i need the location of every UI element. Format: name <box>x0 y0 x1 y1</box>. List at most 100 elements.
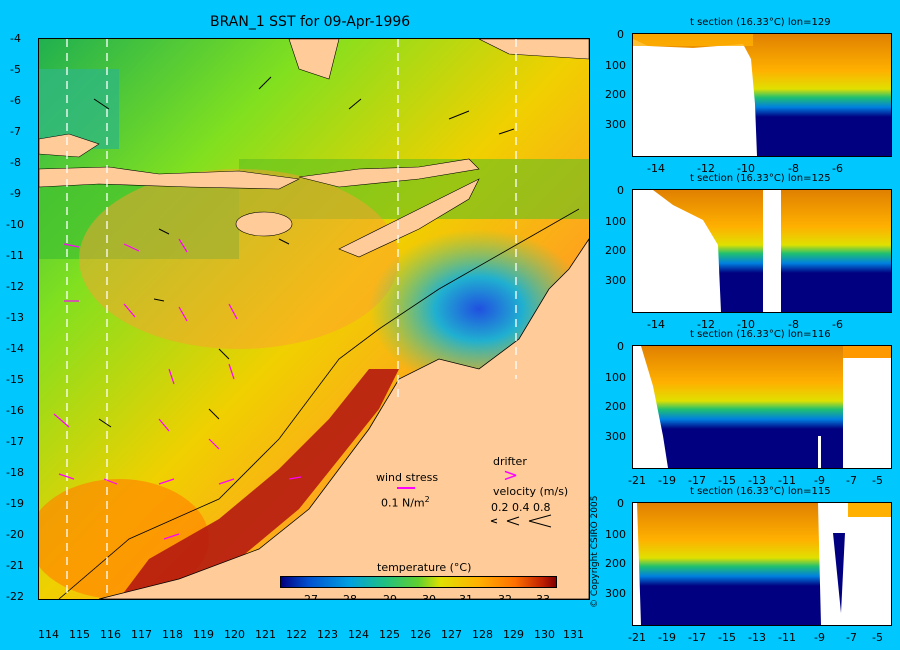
colorbar-tick: 27 <box>304 593 318 600</box>
lon-tick: 115 <box>69 628 90 641</box>
section-title: t section (16.33°C) lon=115 <box>690 486 831 497</box>
section-ytick: 200 <box>605 557 626 570</box>
copyright-text: © Copyright CSIRO 2005 <box>590 495 600 608</box>
sst-map: wind stress 0.1 N/m2 drifter > velocity … <box>38 38 590 600</box>
section-xtick: -8 <box>788 162 799 175</box>
section-ytick: 200 <box>605 88 626 101</box>
section-ytick: 100 <box>605 59 626 72</box>
lat-tick: -4 <box>10 32 21 45</box>
sst-map-canvas <box>39 39 589 599</box>
lat-tick: -20 <box>6 528 24 541</box>
wind-stress-label: wind stress <box>376 471 439 484</box>
lon-tick: 131 <box>563 628 584 641</box>
section-ytick: 0 <box>617 28 624 41</box>
section-xtick: -11 <box>778 631 796 644</box>
lat-tick: -22 <box>6 590 24 603</box>
velocity-values: 0.2 0.4 0.8 <box>491 501 551 514</box>
section-xtick: -17 <box>688 631 706 644</box>
lon-tick: 129 <box>503 628 524 641</box>
wind-stress-scale-arrow <box>397 487 415 489</box>
bathymetry-contour <box>58 208 580 599</box>
island <box>478 39 589 60</box>
lon-tick: 119 <box>193 628 214 641</box>
island <box>298 158 480 188</box>
section-xtick: -12 <box>697 162 715 175</box>
lat-tick: -10 <box>6 218 24 231</box>
sea-patch <box>39 69 119 149</box>
lon-tick: 118 <box>162 628 183 641</box>
section-xtick: -12 <box>697 318 715 331</box>
section-panel-129 <box>632 33 892 157</box>
section-ytick: 200 <box>605 244 626 257</box>
section-title: t section (16.33°C) lon=116 <box>690 329 831 340</box>
colorbar-tick: 31 <box>459 593 473 600</box>
section-xtick: -13 <box>748 474 766 487</box>
section-ytick: 0 <box>617 497 624 510</box>
lat-tick: -8 <box>10 156 21 169</box>
lon-tick: 124 <box>348 628 369 641</box>
section-xtick: -19 <box>658 631 676 644</box>
lat-tick: -9 <box>10 187 21 200</box>
lon-tick: 121 <box>255 628 276 641</box>
section-xtick: -8 <box>788 318 799 331</box>
island <box>39 133 100 158</box>
section-xtick: -14 <box>647 162 665 175</box>
section-ytick: 300 <box>605 587 626 600</box>
section-plot <box>633 346 891 468</box>
section-xtick: -21 <box>628 631 646 644</box>
section-xtick: -17 <box>688 474 706 487</box>
section-xtick: -7 <box>846 474 857 487</box>
drifter-icon: > <box>503 465 519 486</box>
section-plot <box>633 190 891 312</box>
section-panel-125 <box>632 189 892 313</box>
lon-tick: 120 <box>224 628 245 641</box>
section-ytick: 100 <box>605 528 626 541</box>
section-ytick: 300 <box>605 118 626 131</box>
section-ytick: 300 <box>605 274 626 287</box>
lon-tick: 126 <box>410 628 431 641</box>
section-xtick: -5 <box>872 631 883 644</box>
warm-pool <box>79 169 399 349</box>
island <box>39 166 301 190</box>
lat-tick: -7 <box>10 125 21 138</box>
section-xtick: -6 <box>832 318 843 331</box>
island <box>235 211 293 237</box>
lon-tick: 130 <box>534 628 555 641</box>
lat-tick: -13 <box>6 311 24 324</box>
lat-tick: -15 <box>6 373 24 386</box>
lon-tick: 128 <box>472 628 493 641</box>
lat-tick: -21 <box>6 559 24 572</box>
section-title: t section (16.33°C) lon=125 <box>690 173 831 184</box>
section-ytick: 100 <box>605 215 626 228</box>
hot-coastal-band <box>119 369 399 599</box>
velocity-scale-arrows <box>490 514 552 528</box>
section-panel-116 <box>632 345 892 469</box>
lon-tick: 116 <box>100 628 121 641</box>
island <box>288 39 340 80</box>
section-ytick: 300 <box>605 430 626 443</box>
colorbar-title: temperature (°C) <box>377 561 472 574</box>
australia-land <box>98 238 589 599</box>
wind-stress-arrows <box>93 76 515 428</box>
lat-tick: -19 <box>6 497 24 510</box>
section-xtick: -15 <box>718 631 736 644</box>
section-plot <box>633 503 891 625</box>
lon-tick: 122 <box>286 628 307 641</box>
section-ytick: 0 <box>617 340 624 353</box>
section-title: t section (16.33°C) lon=129 <box>690 17 831 28</box>
section-xtick: -13 <box>748 631 766 644</box>
lat-tick: -17 <box>6 435 24 448</box>
section-xtick: -21 <box>628 474 646 487</box>
lat-tick: -18 <box>6 466 24 479</box>
drifter-label: drifter <box>493 455 527 468</box>
section-xtick: -19 <box>658 474 676 487</box>
lon-tick: 125 <box>379 628 400 641</box>
section-ytick: 0 <box>617 184 624 197</box>
lon-tick: 123 <box>317 628 338 641</box>
section-xtick: -14 <box>647 318 665 331</box>
lat-tick: -6 <box>10 94 21 107</box>
velocity-label: velocity (m/s) <box>493 485 569 498</box>
section-xtick: -6 <box>832 162 843 175</box>
lon-tick: 117 <box>131 628 152 641</box>
colorbar-tick: 28 <box>343 593 357 600</box>
